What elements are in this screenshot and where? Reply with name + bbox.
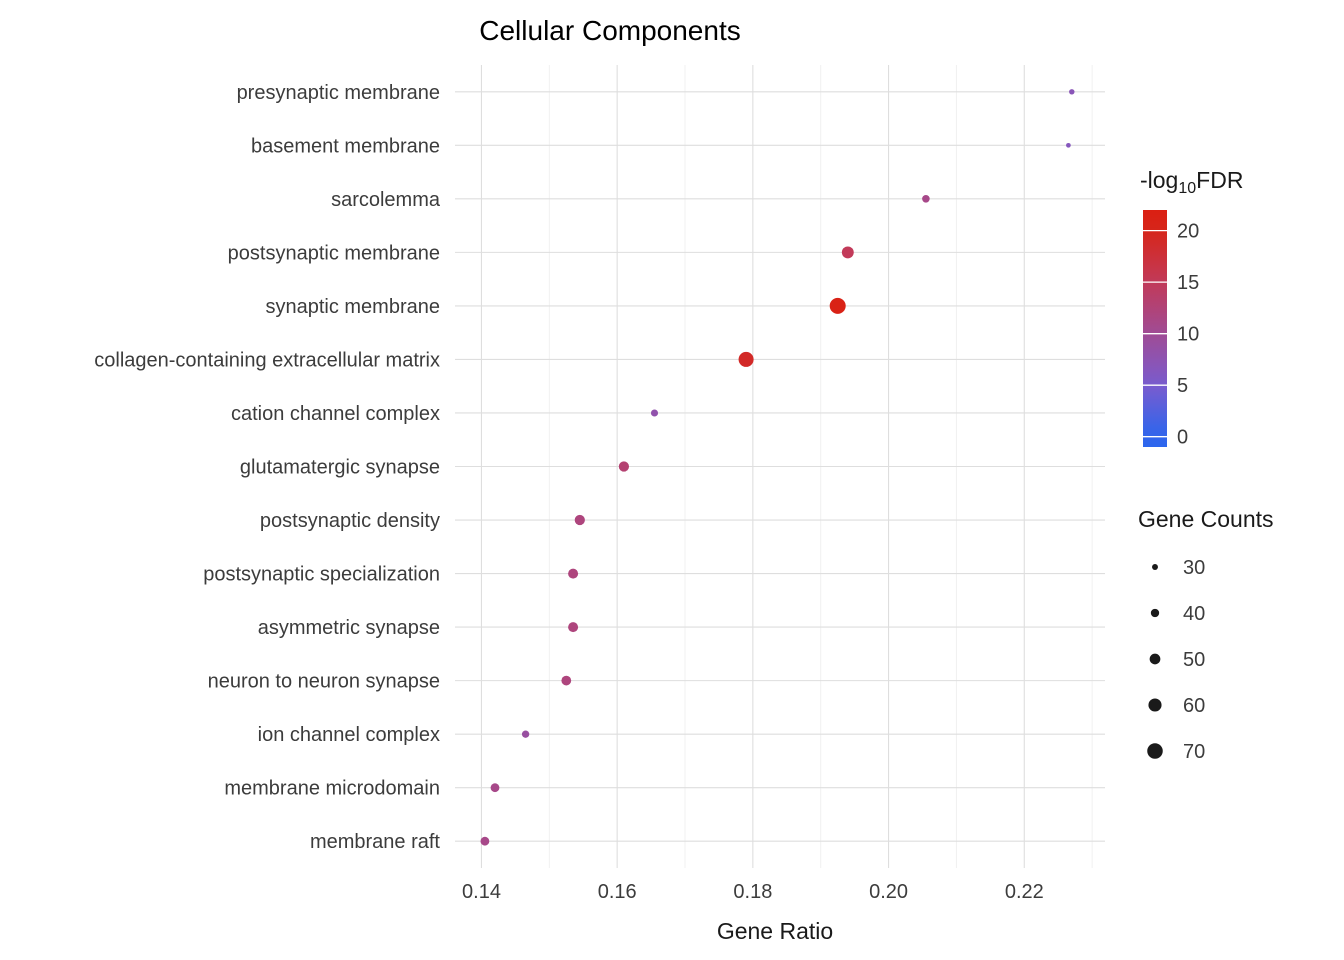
size-legend-item: 40 [1150, 603, 1205, 625]
colorbar-tick-label: 5 [1177, 375, 1188, 397]
y-axis-label: cation channel complex [231, 403, 440, 425]
y-axis-label: glutamatergic synapse [240, 457, 440, 479]
y-axis-label: postsynaptic specialization [203, 564, 440, 586]
color-legend: -log10FDR 0 5 10 15 20 [1140, 167, 1243, 449]
x-axis-title: Gene Ratio [717, 918, 833, 944]
data-point [618, 461, 630, 472]
size-legend-label: 70 [1183, 741, 1205, 763]
size-legend-dot [1148, 698, 1162, 712]
colorbar [1143, 210, 1167, 447]
y-axis-label: postsynaptic membrane [228, 242, 440, 264]
data-point [574, 514, 585, 526]
y-axis-label: membrane microdomain [224, 778, 440, 800]
data-point [1066, 142, 1071, 148]
y-axis-label: membrane raft [310, 831, 440, 853]
colorbar-tick-label: 0 [1177, 427, 1188, 449]
x-axis-tick-label: 0.14 [462, 881, 501, 903]
colorbar-tick-label: 20 [1177, 221, 1199, 243]
size-legend-items: 30 40 50 60 70 [1147, 557, 1205, 763]
color-legend-title: -log10FDR [1140, 167, 1243, 197]
y-axis-label: sarcolemma [331, 189, 441, 211]
colorbar-tick-label: 10 [1177, 324, 1199, 346]
chart-title: Cellular Components [479, 15, 740, 46]
data-point [1069, 89, 1075, 95]
y-axis-label: asymmetric synapse [258, 617, 440, 639]
size-legend-item: 50 [1149, 649, 1205, 671]
x-axis-tick-label: 0.22 [1005, 881, 1044, 903]
size-legend-label: 60 [1183, 695, 1205, 717]
data-point [568, 622, 579, 633]
data-point [922, 195, 930, 203]
data-points [480, 89, 1075, 846]
data-point [561, 675, 572, 686]
size-legend-label: 40 [1183, 603, 1205, 625]
x-axis-tick-labels: 0.14 0.16 0.18 0.20 0.22 [462, 881, 1044, 903]
size-legend-dot [1147, 743, 1163, 759]
size-legend-item: 70 [1147, 741, 1205, 763]
size-legend-dot [1149, 653, 1161, 665]
data-point [568, 568, 579, 579]
y-axis-label: postsynaptic density [260, 510, 440, 532]
data-point [521, 730, 530, 738]
y-axis-label: neuron to neuron synapse [208, 671, 440, 693]
data-point [738, 351, 754, 367]
x-axis-tick-label: 0.18 [733, 881, 772, 903]
data-point [841, 246, 854, 259]
size-legend: Gene Counts 30 40 50 60 70 [1138, 506, 1274, 763]
size-legend-label: 50 [1183, 649, 1205, 671]
size-legend-dot [1150, 608, 1160, 618]
y-axis-label: synaptic membrane [265, 296, 440, 318]
data-point [490, 783, 500, 793]
data-point [829, 297, 846, 314]
size-legend-item: 30 [1152, 557, 1205, 579]
data-point [480, 836, 490, 846]
size-legend-label: 30 [1183, 557, 1205, 579]
size-legend-item: 60 [1148, 695, 1205, 717]
y-axis-label: presynaptic membrane [237, 82, 440, 104]
colorbar-ticks [1143, 229, 1167, 438]
y-axis-label: ion channel complex [258, 724, 440, 746]
colorbar-tick-labels: 0 5 10 15 20 [1177, 221, 1199, 449]
data-point [650, 409, 659, 417]
colorbar-tick-label: 15 [1177, 272, 1199, 294]
x-axis-tick-label: 0.16 [598, 881, 637, 903]
size-legend-title: Gene Counts [1138, 506, 1274, 532]
grid-major-lines [455, 65, 1105, 868]
size-legend-dot [1152, 564, 1158, 570]
y-axis-label: basement membrane [251, 135, 440, 157]
y-axis-labels: presynaptic membrane basement membrane sar… [94, 82, 441, 853]
x-axis-tick-label: 0.20 [869, 881, 908, 903]
y-axis-label: collagen-containing extracellular matrix [94, 349, 440, 371]
